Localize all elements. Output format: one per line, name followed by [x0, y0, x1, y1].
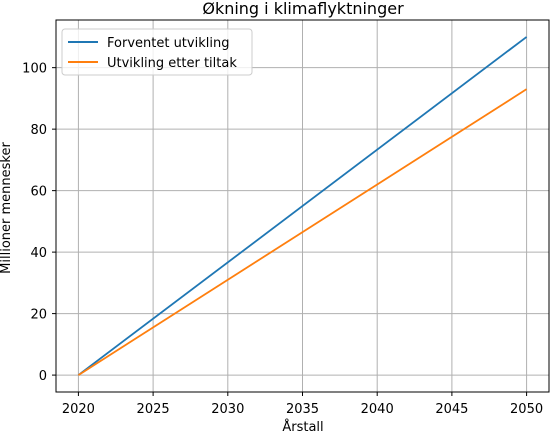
- legend-label-forventet: Forventet utvikling: [107, 36, 229, 51]
- y-tick-label: 80: [30, 123, 47, 138]
- x-tick-label: 2050: [510, 402, 543, 417]
- legend-label-tiltak: Utvikling etter tiltak: [107, 56, 237, 71]
- grid: [56, 20, 549, 392]
- x-tick-label: 2035: [286, 402, 319, 417]
- x-tick-label: 2025: [137, 402, 170, 417]
- x-tick-label: 2020: [62, 402, 95, 417]
- x-axis-ticks: 2020 2025 2030 2035 2040 2045 2050: [62, 392, 543, 417]
- legend-box: [61, 28, 253, 76]
- x-axis-label: Årstall: [282, 419, 323, 435]
- y-tick-label: 40: [30, 246, 47, 261]
- x-tick-label: 2040: [361, 402, 394, 417]
- y-tick-label: 100: [22, 62, 47, 77]
- y-tick-label: 60: [30, 185, 47, 200]
- y-axis-label: Millioner mennesker: [0, 142, 14, 274]
- chart-title: Økning i klimaflyktninger: [202, 0, 404, 18]
- y-tick-label: 20: [30, 308, 47, 323]
- y-axis-ticks: 0 20 40 60 80 100: [22, 62, 56, 384]
- x-tick-label: 2030: [211, 402, 244, 417]
- y-tick-label: 0: [39, 369, 47, 384]
- series-line-1: [77, 36, 528, 376]
- series-lines: [77, 36, 528, 376]
- series-line-2: [77, 88, 528, 376]
- x-tick-label: 2045: [435, 402, 468, 417]
- legend: Forventet utvikling Utvikling etter tilt…: [61, 28, 253, 76]
